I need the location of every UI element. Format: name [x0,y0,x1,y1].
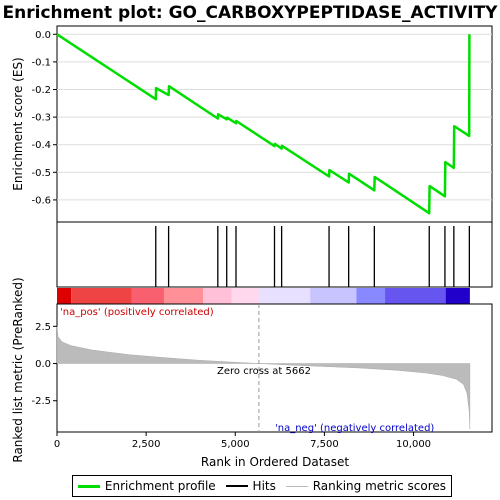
legend-item-ranking-metric-scores: Ranking metric scores [285,479,447,493]
es-panel-frame [56,25,493,223]
legend-swatch-ranking-metric-scores [285,485,308,487]
x-tick-label: 5,000 [221,439,250,450]
legend-label-hits: Hits [252,479,276,493]
colorbar-segment [163,288,204,304]
es-panel [56,33,471,215]
chart-title: Enrichment plot: GO_CARBOXYPEPTIDASE_ACT… [3,3,499,23]
colorbar-segment [385,288,446,304]
hits-panel [155,226,471,287]
colorbar-segment [203,288,232,304]
ranking-y-tick-label: 2.5 [35,322,51,333]
es-y-tick-label: -0.1 [31,57,51,68]
legend-swatch-enrichment-profile [77,484,100,488]
legend-label-ranking-metric-scores: Ranking metric scores [312,479,447,493]
enrichment-profile-line [56,33,471,215]
colorbar-segment [356,288,386,304]
es-y-tick-label: -0.6 [31,195,51,206]
es-y-axis-label: Enrichment score (ES) [11,57,25,190]
x-axis-label: Rank in Ordered Dataset [201,455,349,469]
colorbar-segment [57,288,72,304]
legend-item-hits: Hits [225,479,276,493]
x-axis: 0 2,500 5,000 7,500 10,000 [54,432,431,450]
colorbar-segment [231,288,259,304]
es-y-tick-label: 0.0 [35,30,51,41]
x-tick-label: 7,500 [310,439,339,450]
x-tick-label: 10,000 [396,439,431,450]
legend-swatch-hits [225,485,248,487]
colorbar-segment [71,288,132,304]
colorbar-segment [310,288,357,304]
colorbar-segment [131,288,164,304]
rank-colorbar [57,288,470,304]
negative-correlation-label: 'na_neg' (negatively correlated) [275,423,434,434]
colorbar-segment [445,288,470,304]
ranking-y-axis-label: Ranked list metric (PreRanked) [11,277,25,462]
es-y-tick-label: -0.4 [31,140,51,151]
ranking-metric-area [56,326,471,430]
legend-item-enrichment-profile: Enrichment profile [77,479,216,493]
es-y-tick-label: -0.2 [31,85,51,96]
zero-cross-label: Zero cross at 5662 [217,366,311,377]
x-tick-label: 0 [54,439,60,450]
es-y-tick-label: -0.5 [31,168,51,179]
legend-label-enrichment-profile: Enrichment profile [104,479,216,493]
legend: Enrichment profile Hits Ranking metric s… [72,475,452,497]
es-y-tick-label: -0.3 [31,113,51,124]
ranking-panel: 2.5 0.0 -2.5 [31,304,471,432]
ranking-y-tick-label: -2.5 [31,396,51,407]
colorbar-segment [258,288,311,304]
ranking-y-tick-label: 0.0 [35,359,51,370]
x-tick-label: 2,500 [132,439,161,450]
positive-correlation-label: 'na_pos' (positively correlated) [60,307,214,318]
